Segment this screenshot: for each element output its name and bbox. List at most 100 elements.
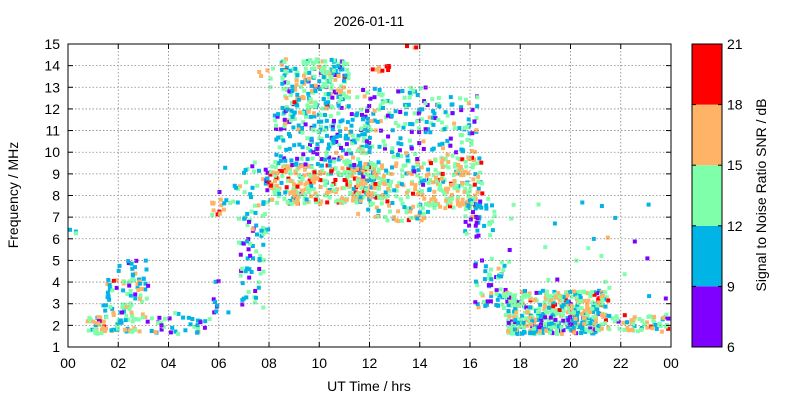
snr-cell — [355, 137, 360, 142]
snr-cell — [288, 171, 293, 176]
snr-cell — [292, 100, 297, 105]
snr-cell — [305, 180, 310, 185]
snr-cell — [350, 117, 355, 122]
snr-cell — [528, 305, 533, 310]
snr-cell — [573, 317, 578, 322]
snr-cell — [644, 320, 649, 325]
snr-cell — [360, 112, 364, 117]
snr-cell — [269, 169, 274, 174]
snr-cell — [456, 171, 461, 176]
snr-cell — [135, 282, 140, 287]
snr-cell — [470, 107, 475, 112]
colorbar-segment — [692, 104, 722, 166]
snr-cell — [521, 320, 526, 325]
snr-cell — [350, 141, 355, 146]
snr-cell — [124, 313, 129, 318]
snr-cell — [295, 156, 300, 161]
snr-cell — [654, 326, 659, 331]
snr-cell — [428, 178, 432, 182]
snr-cell — [432, 111, 437, 116]
snr-cell — [120, 302, 125, 307]
snr-cell — [331, 140, 336, 145]
snr-cell — [537, 307, 542, 312]
snr-cell — [318, 178, 323, 183]
snr-cell — [247, 219, 251, 224]
x-tick-label: 02 — [110, 355, 126, 371]
snr-cell — [341, 91, 346, 96]
snr-cell — [385, 113, 390, 118]
snr-cell — [210, 213, 215, 217]
snr-cell — [289, 158, 294, 163]
snr-cell — [283, 69, 288, 74]
snr-cell — [601, 292, 606, 297]
snr-cell — [534, 324, 539, 329]
snr-cell — [170, 325, 175, 330]
snr-cell — [284, 105, 289, 109]
snr-cell — [355, 148, 360, 153]
snr-cell — [544, 289, 549, 294]
snr-cell — [384, 168, 389, 173]
snr-cell — [553, 309, 558, 314]
snr-cell — [303, 162, 308, 167]
snr-cell — [467, 223, 472, 228]
snr-cell — [276, 135, 281, 140]
snr-cell — [494, 291, 499, 296]
snr-cell — [549, 298, 554, 302]
snr-cell — [652, 314, 657, 319]
snr-cell — [552, 289, 557, 294]
snr-cell — [309, 66, 314, 71]
snr-cell — [378, 103, 383, 108]
snr-cell — [565, 300, 570, 304]
snr-cell — [306, 190, 311, 195]
snr-cell — [351, 169, 356, 173]
snr-cell — [420, 206, 425, 211]
snr-cell — [253, 210, 258, 215]
snr-cell — [418, 176, 423, 180]
snr-cell — [653, 323, 658, 327]
snr-cell — [392, 188, 397, 193]
snr-cell — [536, 202, 541, 207]
snr-cell — [378, 119, 383, 124]
snr-cell — [90, 327, 95, 332]
snr-cell — [168, 330, 173, 335]
snr-cell — [540, 330, 545, 335]
snr-cell — [355, 166, 360, 171]
snr-cell — [603, 318, 608, 323]
snr-cell — [336, 95, 341, 100]
snr-cell — [256, 203, 261, 208]
snr-cell — [105, 290, 110, 295]
snr-cell — [365, 90, 370, 95]
snr-cell — [585, 291, 590, 296]
snr-cell — [242, 190, 247, 195]
snr-cell — [285, 178, 290, 183]
snr-cell — [380, 163, 384, 168]
snr-cell — [426, 202, 431, 207]
snr-cell — [210, 201, 215, 206]
snr-cell — [605, 235, 610, 240]
snr-cell — [474, 128, 479, 133]
snr-cell — [406, 218, 411, 223]
snr-cell — [285, 118, 290, 123]
snr-cell — [323, 92, 328, 96]
snr-cell — [297, 142, 302, 147]
snr-cell — [470, 214, 475, 219]
snr-cell — [410, 122, 415, 127]
snr-cell — [416, 189, 421, 194]
snr-cell — [314, 200, 318, 205]
snr-cell — [459, 108, 464, 113]
snr-cell — [412, 169, 417, 174]
snr-cell — [632, 315, 637, 320]
snr-cell — [99, 327, 104, 332]
snr-cell — [372, 171, 377, 176]
snr-cell — [296, 165, 301, 170]
snr-cell — [437, 104, 442, 109]
snr-cell — [288, 178, 293, 183]
snr-cell — [521, 294, 526, 299]
snr-cell — [324, 150, 329, 155]
snr-cell — [106, 294, 111, 299]
snr-cell — [282, 196, 287, 201]
snr-cell — [247, 241, 252, 246]
snr-cell — [346, 76, 351, 81]
snr-cell — [370, 144, 375, 149]
